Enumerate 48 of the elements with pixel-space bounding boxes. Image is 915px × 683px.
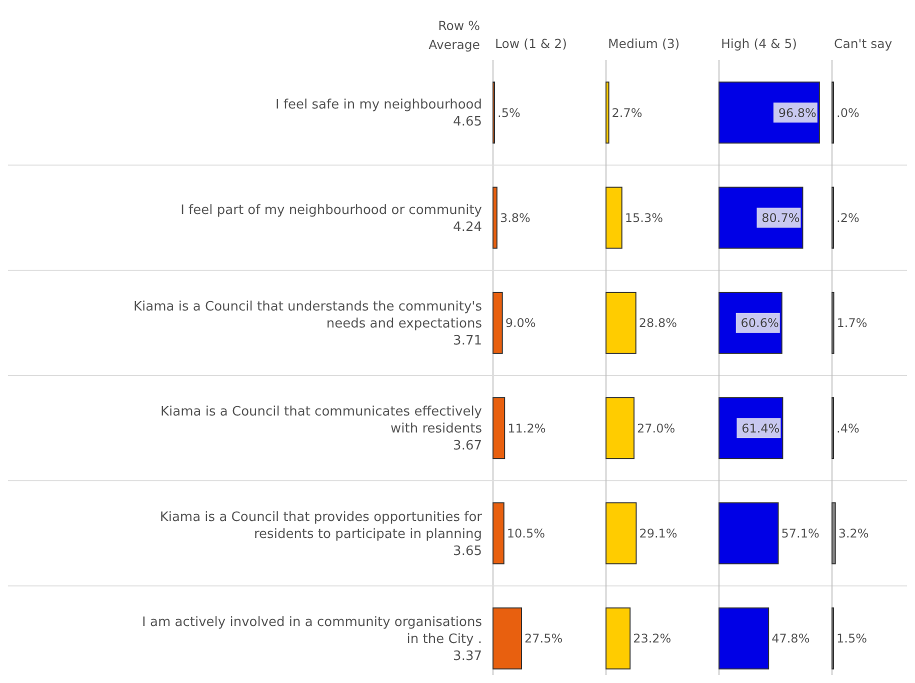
data-label: .0% [836,106,860,120]
y-tick-label: I feel part of my neighbourhood or community 4.24 [180,202,482,235]
data-label: 23.2% [633,632,672,646]
data-label: 28.8% [638,316,678,330]
y-tick-label: Kiama is a Council that communicates effectively with residents 3.67 [160,404,482,454]
data-label: 61.4% [742,421,780,436]
data-label: 96.8% [778,106,816,120]
data-label: 1.5% [836,632,868,646]
data-label: 1.7% [836,316,868,330]
bar [606,82,610,144]
data-label: 3.2% [838,526,869,540]
bar [492,607,522,670]
y-tick-label: Kiama is a Council that understands the community's needs and expectations 3.71 [134,299,482,348]
bar [718,607,770,670]
data-label: .5% [498,106,520,120]
data-label: 80.7% [762,210,800,225]
data-label: 11.2% [508,421,546,436]
bar [606,397,635,460]
bar [492,186,498,249]
chart-title: High (4 & 5) [721,36,798,51]
data-label: 57.1% [781,526,820,540]
bar [718,502,779,564]
data-label: 47.8% [772,632,810,646]
bar [606,502,637,564]
data-label: 2.7% [612,106,642,120]
data-label: .4% [836,421,860,436]
data-label: 9.0% [505,316,536,330]
data-label: 3.8% [500,210,530,225]
data-label: .2% [836,210,860,225]
data-label: 27.0% [637,421,676,436]
chart-title: Medium (3) [608,36,680,51]
y-axis-title: Row % Average [428,18,480,52]
y-tick-label: I feel safe in my neighbourhood 4.65 [275,98,482,130]
bar [606,186,622,249]
bar [492,292,503,354]
chart-title: Low (1 & 2) [495,36,567,51]
bar [606,607,631,670]
y-tick-label: I am actively involved in a community organisations in the City . 3.37 [142,614,482,664]
y-tick-label: Kiama is a Council that provides opportunities for residents to participate in planning 3.65 [160,510,483,559]
data-label: 10.5% [506,526,546,540]
bar [606,292,636,354]
bar [492,502,504,564]
data-label: 29.1% [639,526,678,540]
data-label: 60.6% [740,316,779,330]
bar [492,397,506,460]
data-label: 27.5% [524,632,563,646]
text: Can't say [834,36,893,51]
data-label: 15.3% [624,210,663,225]
